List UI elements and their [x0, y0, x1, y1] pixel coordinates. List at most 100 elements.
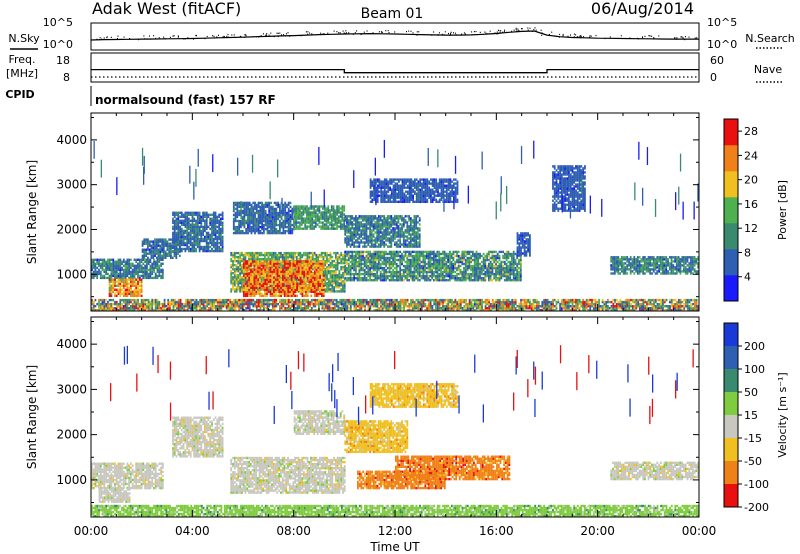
- data-cell: [200, 221, 203, 224]
- data-cell: [285, 255, 288, 259]
- data-cell: [172, 235, 174, 239]
- noise-sample: [694, 37, 696, 39]
- data-cell: [408, 264, 410, 268]
- noise-sample: [279, 32, 281, 34]
- data-cell: [200, 223, 203, 226]
- data-cell: [356, 260, 359, 264]
- data-cell: [302, 227, 305, 230]
- data-cell: [281, 253, 284, 257]
- data-cell: [237, 255, 240, 259]
- data-cell: [155, 244, 158, 247]
- noise-sample: [580, 35, 582, 38]
- data-cell: [175, 225, 178, 229]
- data-cell: [152, 244, 155, 247]
- noise-sample: [345, 30, 347, 32]
- data-cell: [230, 253, 233, 257]
- data-cell: [237, 259, 240, 263]
- data-cell: [255, 257, 257, 261]
- data-cell: [205, 225, 208, 229]
- data-cell: [302, 205, 305, 208]
- data-cell: [162, 240, 165, 243]
- data-cell: [154, 276, 157, 280]
- data-cell: [335, 264, 337, 267]
- data-cell: [264, 255, 266, 259]
- data-cell: [173, 254, 176, 257]
- data-cell: [133, 258, 136, 261]
- data-cell: [209, 223, 212, 226]
- data-cell: [443, 264, 446, 268]
- data-cell: [219, 231, 222, 235]
- data-cell: [107, 262, 109, 265]
- data-cell: [334, 209, 337, 212]
- data-cell: [262, 259, 265, 263]
- data-cell: [253, 290, 256, 293]
- data-cell: [363, 250, 366, 254]
- data-cell: [218, 223, 220, 226]
- data-cell: [278, 257, 280, 261]
- data-cell: [267, 255, 270, 259]
- data-cell: [177, 225, 180, 229]
- data-cell: [191, 245, 194, 249]
- data-cell: [180, 243, 183, 247]
- data-cell: [101, 274, 104, 278]
- data-cell: [204, 227, 206, 231]
- cpid-text: normalsound (fast) 157 RF: [95, 93, 276, 107]
- data-cell: [196, 229, 199, 233]
- data-cell: [265, 257, 268, 261]
- data-cell: [108, 286, 111, 289]
- data-cell: [173, 242, 176, 245]
- data-cell: [211, 241, 213, 245]
- data-cell: [452, 277, 455, 280]
- data-cell: [449, 264, 451, 268]
- data-cell: [317, 282, 320, 285]
- data-cell: [216, 225, 219, 229]
- data-cell: [249, 255, 252, 259]
- data-cell: [155, 248, 158, 251]
- data-cell: [327, 215, 330, 218]
- data-cell: [155, 256, 158, 259]
- data-cell: [360, 277, 363, 280]
- noise-sample: [177, 36, 179, 38]
- data-cell: [144, 270, 146, 274]
- data-cell: [374, 264, 377, 268]
- data-cell: [438, 272, 441, 276]
- data-cell: [214, 225, 217, 229]
- noise-sample: [155, 37, 157, 39]
- data-cell: [431, 277, 433, 280]
- data-cell: [246, 251, 249, 255]
- data-cell: [420, 260, 423, 264]
- data-cell: [122, 264, 125, 267]
- data-cell: [288, 259, 291, 263]
- noise-sample: [277, 35, 279, 38]
- data-cell: [402, 279, 405, 282]
- data-cell: [274, 260, 277, 263]
- data-cell: [248, 257, 250, 261]
- data-cell: [340, 257, 343, 261]
- data-cell: [99, 266, 102, 270]
- data-cell: [188, 221, 190, 224]
- data-cell: [175, 245, 178, 249]
- noise-sample: [256, 36, 258, 38]
- data-cell: [193, 235, 196, 239]
- data-cell: [195, 211, 197, 214]
- data-cell: [253, 251, 256, 255]
- data-cell: [157, 254, 160, 257]
- data-cell: [466, 272, 469, 276]
- data-cell: [263, 209, 265, 213]
- data-cell: [321, 270, 323, 273]
- data-cell: [198, 249, 201, 253]
- data-cell: [365, 254, 368, 258]
- noise-sample: [233, 36, 235, 38]
- noise-sample: [110, 36, 112, 38]
- data-cell: [211, 219, 213, 222]
- noise-sample: [245, 34, 247, 36]
- data-cell: [285, 270, 288, 273]
- power-cells: [91, 139, 700, 312]
- data-cell: [394, 266, 396, 270]
- data-cell: [250, 260, 252, 263]
- data-cell: [454, 254, 457, 258]
- data-cell: [149, 260, 152, 263]
- data-cell: [313, 205, 315, 208]
- data-cell: [130, 274, 132, 278]
- data-cell: [143, 238, 146, 241]
